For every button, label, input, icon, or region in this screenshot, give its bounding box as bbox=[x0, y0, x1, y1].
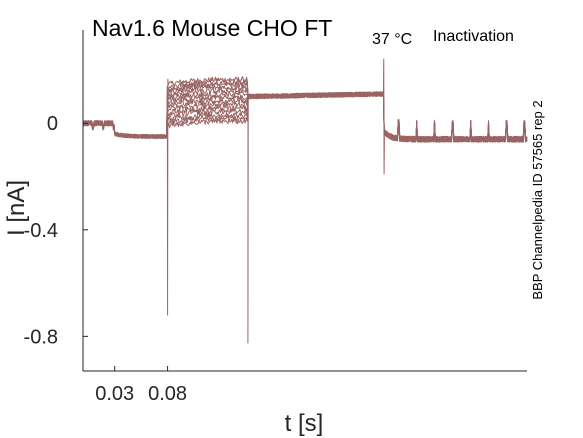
y-tick-label: -0.4 bbox=[24, 220, 58, 242]
y-tick-label: 0 bbox=[47, 113, 58, 135]
y-tick-label: -0.8 bbox=[24, 326, 58, 348]
chart-title-main: Nav1.6 Mouse CHO FT bbox=[92, 15, 332, 41]
y-axis-ticks: 0 -0.4 -0.8 bbox=[24, 113, 88, 348]
x-axis-ticks: 0.03 0.08 bbox=[95, 366, 187, 405]
sweep-trace bbox=[82, 91, 528, 143]
x-axis-label: t [s] bbox=[285, 410, 324, 437]
plot-area: 0 -0.4 -0.8 0.03 0.08 bbox=[24, 30, 528, 405]
y-axis-label: I [nA] bbox=[3, 180, 30, 236]
sweep-trace bbox=[82, 91, 528, 143]
chart-title-subscript: 37 °C bbox=[372, 31, 412, 48]
sweep-trace bbox=[82, 79, 528, 143]
x-tick-label: 0.08 bbox=[148, 383, 187, 405]
chart-title: Nav1.6 Mouse CHO FT 37 °C Inactivation bbox=[92, 15, 514, 48]
side-label: BBP Channelpedia ID 57565 rep 2 bbox=[530, 100, 545, 299]
sweep-trace bbox=[82, 91, 528, 143]
chart-title-suffix: Inactivation bbox=[433, 28, 514, 45]
sweep-trace bbox=[82, 58, 528, 344]
x-tick-label: 0.03 bbox=[95, 383, 134, 405]
sweep-trace bbox=[82, 81, 528, 143]
trace-group bbox=[82, 58, 528, 344]
